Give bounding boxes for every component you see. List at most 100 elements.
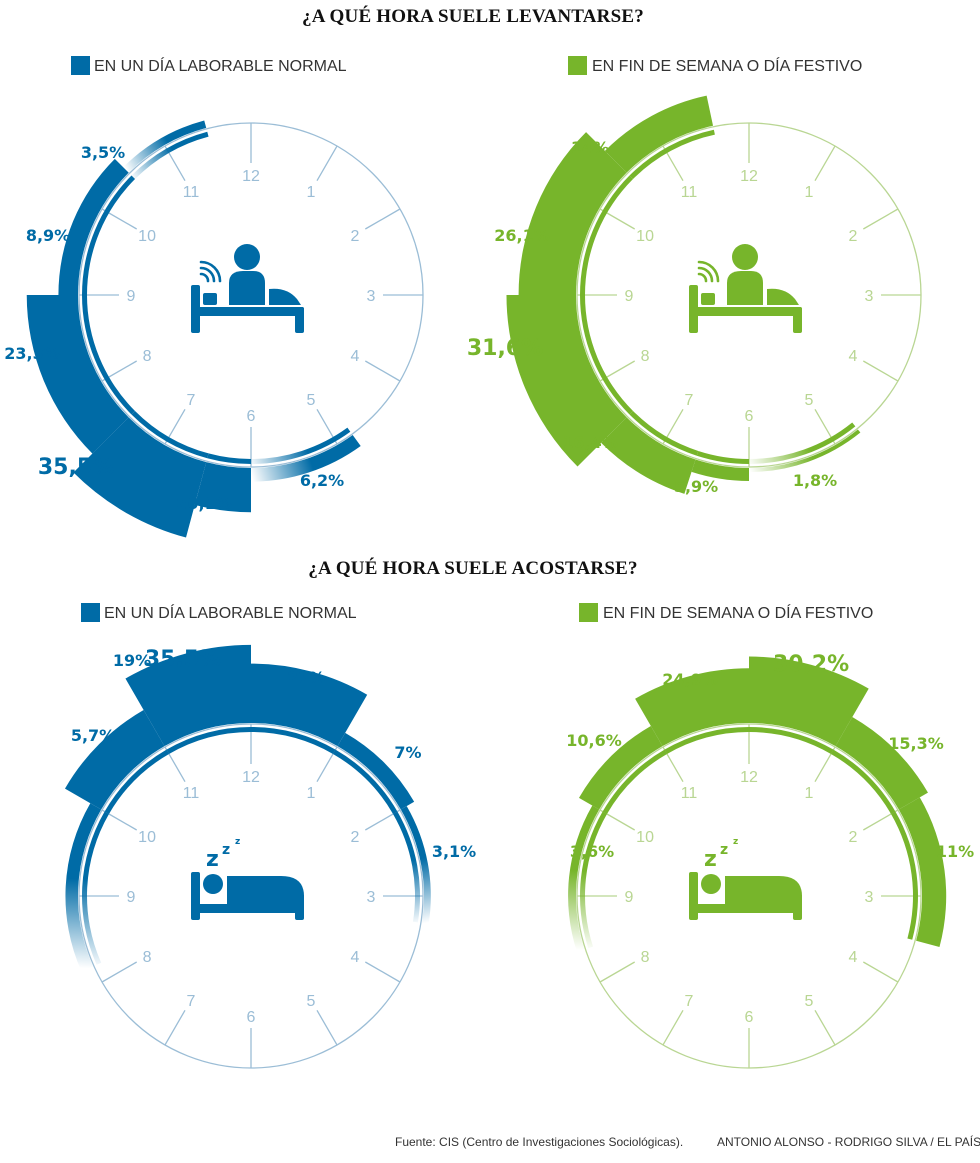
bar-inner-ring-4	[831, 749, 896, 814]
hour-label: 12	[740, 769, 758, 786]
bar-inner-ring-0	[579, 811, 607, 949]
bar-5	[400, 806, 431, 925]
hour-label: 5	[307, 392, 316, 409]
bar-inner-ring-0	[629, 129, 715, 180]
data-label: 27%	[287, 668, 325, 687]
hour-label: 12	[242, 769, 260, 786]
bar-2	[26, 295, 129, 454]
sleep-section-title: ¿A QUÉ HORA SUELE ACOSTARSE?	[308, 557, 637, 579]
svg-text:z: z	[222, 842, 230, 858]
hour-label: 11	[183, 785, 200, 802]
data-label: 16,4%	[562, 433, 618, 452]
clock-tick	[364, 208, 401, 230]
bar-inner-ring-3	[749, 727, 834, 754]
legend-sleep-weekday: EN UN DÍA LABORABLE NORMAL	[81, 603, 357, 622]
data-label: 35,5%	[145, 647, 221, 672]
legend-wake-weekend: EN FIN DE SEMANA O DÍA FESTIVO	[568, 56, 862, 75]
bar-0	[123, 120, 207, 173]
data-label: 7%	[394, 743, 421, 762]
bar-inner-ring-5	[393, 811, 421, 923]
bar-4	[691, 459, 749, 481]
bar-4	[194, 462, 251, 513]
bar-inner-ring-0	[131, 131, 209, 180]
legend-label-weekend: EN FIN DE SEMANA O DÍA FESTIVO	[603, 603, 873, 622]
svg-text:z: z	[720, 842, 728, 858]
bar-inner-ring-2	[166, 727, 251, 754]
clock-tick	[862, 961, 899, 983]
hour-label: 9	[625, 889, 634, 906]
hour-label: 8	[143, 949, 152, 966]
hour-label: 2	[350, 829, 359, 846]
bar-inner-ring-5	[891, 811, 918, 940]
clock-tick	[862, 208, 899, 230]
hour-label: 1	[307, 184, 316, 201]
clock-tick	[164, 1009, 186, 1046]
footer-source: Fuente: CIS (Centro de Investigaciones S…	[395, 1135, 683, 1149]
bar-4	[835, 717, 928, 810]
bar-2	[506, 295, 627, 467]
legend-sleep-weekend: EN FIN DE SEMANA O DÍA FESTIVO	[579, 603, 873, 622]
data-label: 31,6%	[467, 336, 543, 361]
clock-chart-sleep-weekend: 1212345678910113,6%10,6%24,9%30,2%15,3%1…	[566, 652, 974, 1069]
data-label: 3,5%	[81, 143, 125, 162]
footer-credit: ANTONIO ALONSO - RODRIGO SILVA / EL PAÍS	[717, 1134, 980, 1149]
data-label: 5,9%	[674, 477, 718, 496]
hour-label: 1	[805, 785, 814, 802]
person-waking-in-bed-icon	[191, 244, 304, 333]
data-label: 26,1%	[494, 226, 550, 245]
bar-1	[64, 709, 165, 810]
data-label: 24,9%	[662, 670, 718, 689]
bar-0	[65, 803, 102, 972]
hour-label: 7	[187, 392, 196, 409]
hour-label: 8	[143, 348, 152, 365]
data-label: 35,5%	[38, 455, 114, 480]
hour-label: 10	[138, 228, 156, 245]
hour-label: 11	[681, 785, 698, 802]
wake-section-title: ¿A QUÉ HORA SUELE LEVANTARSE?	[302, 5, 644, 27]
hour-label: 1	[307, 785, 316, 802]
hour-label: 8	[641, 949, 650, 966]
hour-label: 2	[848, 829, 857, 846]
bar-inner-ring-1	[104, 749, 169, 814]
hour-label: 12	[242, 168, 260, 185]
svg-text:z: z	[733, 837, 738, 847]
hour-label: 10	[138, 829, 156, 846]
bar-5	[898, 797, 947, 948]
clock-tick	[364, 360, 401, 382]
hour-label: 9	[127, 288, 136, 305]
hour-label: 2	[848, 228, 857, 245]
data-label: 20,1%	[176, 494, 232, 513]
hour-label: 4	[350, 348, 359, 365]
data-label: 1,8%	[793, 471, 837, 490]
person-waking-in-bed-icon	[689, 244, 802, 333]
clock-tick	[364, 961, 401, 983]
hour-label: 4	[848, 348, 857, 365]
hour-label: 5	[805, 993, 814, 1010]
svg-text:z: z	[206, 847, 219, 872]
data-label: 3,1%	[432, 842, 476, 861]
hour-label: 6	[247, 408, 256, 425]
bar-inner-ring-3	[629, 410, 699, 456]
clock-tick	[862, 360, 899, 382]
hour-label: 11	[183, 184, 200, 201]
bar-2	[125, 644, 251, 747]
data-label: 6,2%	[300, 471, 344, 490]
clock-tick	[316, 1009, 338, 1046]
hour-label: 8	[641, 348, 650, 365]
hour-label: 5	[805, 392, 814, 409]
legend-swatch-weekday	[81, 603, 100, 622]
hour-label: 10	[636, 829, 654, 846]
svg-text:z: z	[235, 837, 240, 847]
hour-label: 7	[685, 392, 694, 409]
legend-label-weekday: EN UN DÍA LABORABLE NORMAL	[104, 603, 357, 622]
hour-label: 9	[127, 889, 136, 906]
legend-label-weekend: EN FIN DE SEMANA O DÍA FESTIVO	[592, 56, 862, 75]
hour-label: 6	[247, 1009, 256, 1026]
data-label: 14%	[571, 138, 609, 157]
bar-inner-ring-0	[81, 811, 109, 965]
hour-label: 11	[681, 184, 698, 201]
bar-inner-ring-5	[749, 422, 856, 465]
